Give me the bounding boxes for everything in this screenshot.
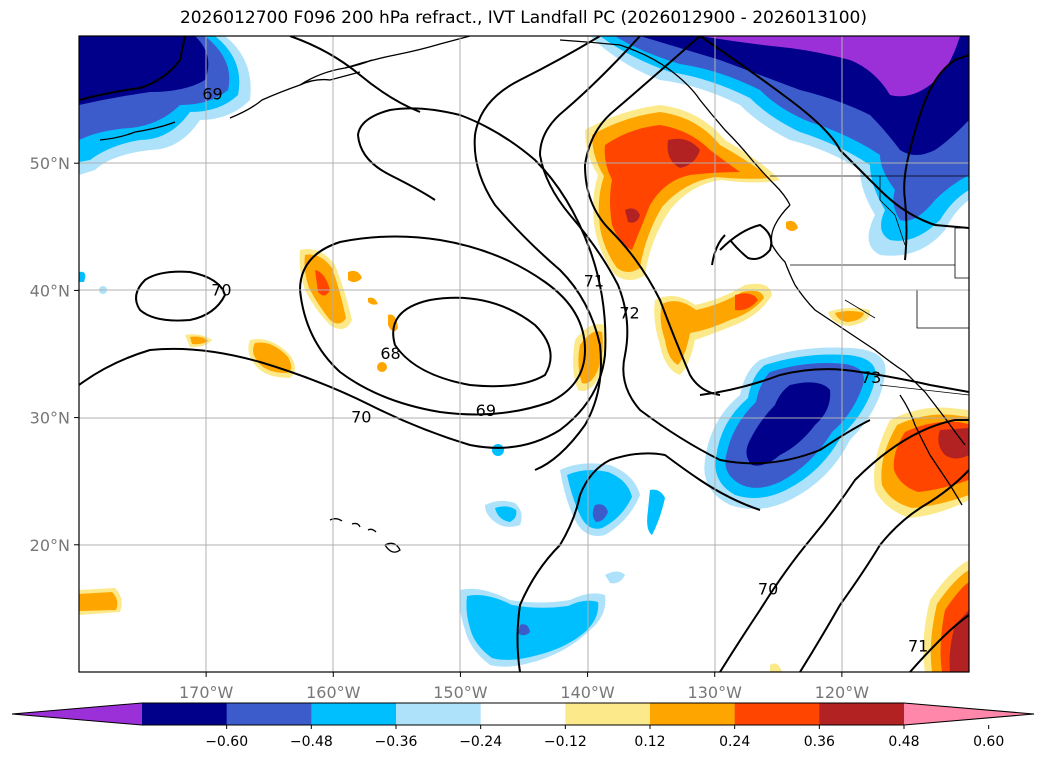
- contour-70-main: [79, 107, 607, 449]
- contour-label: 71: [584, 271, 604, 290]
- contour-labels: 70 69 68 69 70 71 72 73 70 71: [202, 85, 928, 656]
- contour-label: 70: [351, 408, 371, 427]
- lon-tick-label: 150°W: [433, 683, 488, 702]
- contour-label: 69: [476, 401, 496, 420]
- contour-label: 70: [758, 579, 778, 598]
- contour-73-north: [699, 36, 841, 151]
- colorbar: −0.60 −0.48 −0.36 −0.24 −0.12 0.12 0.24 0.36 0.4…: [11, 702, 1035, 750]
- colorbar-tick-label: −0.12: [544, 734, 587, 750]
- contour-label: 70: [211, 280, 231, 299]
- country-borders: [770, 175, 969, 396]
- colorbar-tick-label: −0.24: [459, 734, 502, 750]
- lon-tick-label: 170°W: [179, 683, 234, 702]
- lat-tick-label: 40°N: [30, 281, 70, 300]
- contour-label: 71: [908, 637, 928, 656]
- colorbar-bin: [819, 703, 905, 725]
- colorbar-bin: [142, 703, 228, 725]
- contour-label: 69: [202, 85, 222, 104]
- colorbar-tick-label: −0.48: [290, 734, 333, 750]
- colorbar-bin: [311, 703, 397, 725]
- map-plot-area: 70 69 68 69 70 71 72 73 70 71: [79, 36, 969, 672]
- contour-71: [473, 36, 602, 471]
- lon-tick-label: 140°W: [560, 683, 615, 702]
- map-frame: [78, 35, 970, 673]
- colorbar-tick-label: 0.48: [888, 734, 919, 750]
- lon-tick-label: 120°W: [815, 683, 870, 702]
- contour-label: 73: [861, 368, 881, 387]
- gridlines: [79, 36, 969, 672]
- colorbar-tick-label: 0.36: [804, 734, 835, 750]
- colorbar-bin: [226, 703, 312, 725]
- lat-tick-label: 20°N: [30, 536, 70, 555]
- map-title: 2026012700 F096 200 hPa refract., IVT La…: [179, 8, 867, 28]
- colorbar-tick-label: −0.60: [205, 734, 248, 750]
- refractivity-contours: [79, 36, 969, 672]
- longitude-tick-labels: 170°W 160°W 150°W 140°W 130°W 120°W: [179, 672, 869, 702]
- colorbar-tick-label: 0.24: [719, 734, 750, 750]
- lat-tick-label: 50°N: [30, 154, 70, 173]
- contour-label: 68: [380, 344, 400, 363]
- contour-73: [699, 368, 969, 396]
- contour-70-south: [516, 452, 761, 672]
- lat-tick-label: 30°N: [30, 409, 70, 428]
- contour-label: 72: [619, 303, 639, 322]
- contour-72: [538, 36, 871, 465]
- colorbar-bin: [396, 703, 482, 725]
- contour-69-inner: [298, 235, 587, 416]
- colorbar-tick-label: −0.36: [375, 734, 418, 750]
- colorbar-extend-low: [12, 703, 142, 725]
- contour-68: [392, 296, 552, 388]
- lon-tick-label: 160°W: [306, 683, 361, 702]
- contour-69-north: [79, 36, 186, 101]
- colorbar-bin: [480, 703, 566, 725]
- colorbar-tick-label: 0.12: [634, 734, 665, 750]
- colorbar-bin: [565, 703, 651, 725]
- colorbar-extend-high: [904, 703, 1034, 725]
- colorbar-tick-label: 0.60: [973, 734, 1004, 750]
- hawaii: [329, 518, 343, 522]
- colorbar-outline: [11, 702, 1035, 726]
- colorbar-bin: [650, 703, 736, 725]
- negative-anomaly-fields: [79, 36, 969, 667]
- latitude-tick-labels: 20°N 30°N 40°N 50°N: [30, 154, 79, 555]
- colorbar-bin: [734, 703, 820, 725]
- contour-70-west: [135, 270, 227, 322]
- lon-tick-label: 130°W: [688, 683, 743, 702]
